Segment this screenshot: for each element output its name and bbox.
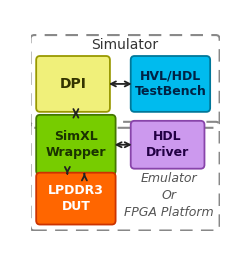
- Text: Simulator: Simulator: [92, 38, 159, 52]
- FancyBboxPatch shape: [131, 121, 204, 169]
- Text: LPDDR3
DUT: LPDDR3 DUT: [48, 184, 104, 213]
- Text: SimXL
Wrapper: SimXL Wrapper: [46, 130, 106, 159]
- Text: HVL/HDL
TestBench: HVL/HDL TestBench: [134, 69, 206, 98]
- Text: DPI: DPI: [60, 77, 86, 91]
- FancyBboxPatch shape: [36, 56, 110, 112]
- FancyBboxPatch shape: [131, 56, 210, 112]
- Text: HDL
Driver: HDL Driver: [146, 130, 189, 159]
- FancyBboxPatch shape: [36, 115, 116, 175]
- FancyBboxPatch shape: [36, 173, 116, 225]
- Text: Emulator
Or
FPGA Platform: Emulator Or FPGA Platform: [124, 172, 213, 219]
